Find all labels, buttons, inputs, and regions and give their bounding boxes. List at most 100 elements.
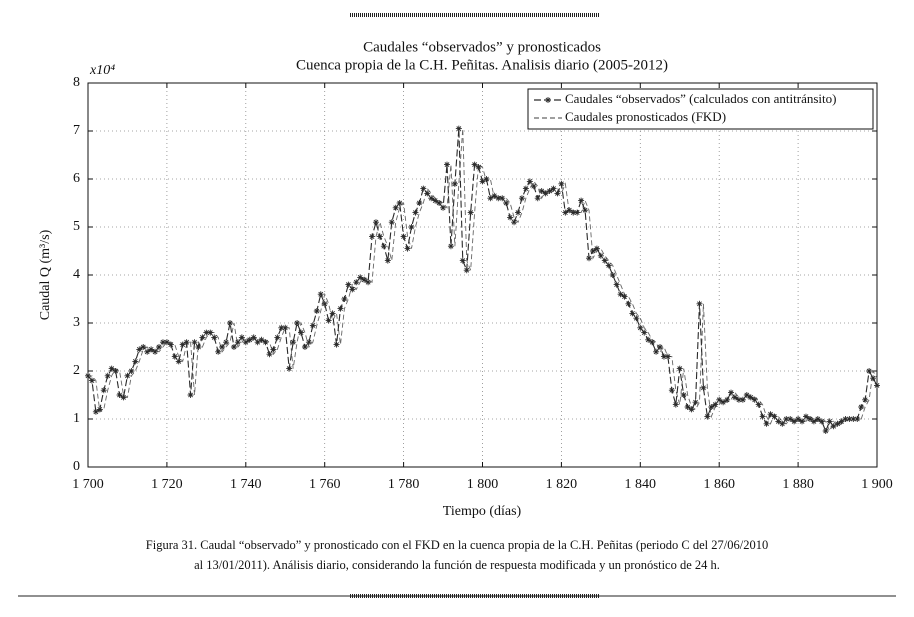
data-point — [238, 334, 245, 341]
data-point — [696, 300, 703, 307]
data-point — [491, 192, 498, 199]
data-point — [724, 396, 731, 403]
data-point — [700, 384, 707, 391]
y-tick-label: 2 — [73, 363, 80, 378]
data-point — [676, 365, 683, 372]
y-tick-label: 4 — [73, 267, 80, 282]
data-point — [511, 219, 518, 226]
data-point — [396, 200, 403, 206]
data-point — [625, 300, 632, 307]
data-point — [92, 408, 99, 415]
data-point — [479, 178, 486, 185]
data-point — [443, 161, 450, 168]
data-point — [412, 209, 419, 216]
data-point — [637, 324, 644, 331]
data-point — [771, 413, 778, 420]
data-point — [266, 351, 273, 358]
data-point — [432, 197, 439, 204]
data-point — [874, 382, 880, 389]
data-point — [321, 300, 328, 307]
data-point — [629, 310, 636, 317]
data-point — [108, 365, 115, 372]
data-point — [309, 322, 316, 329]
data-point — [538, 188, 545, 194]
data-point — [810, 418, 817, 425]
y-tick-label: 7 — [73, 123, 80, 138]
data-point — [353, 279, 360, 286]
data-point — [361, 276, 368, 283]
data-point — [400, 233, 407, 240]
data-point — [301, 344, 308, 350]
data-point — [495, 195, 502, 202]
data-point — [522, 185, 529, 192]
data-point — [88, 377, 95, 384]
data-point — [428, 195, 435, 202]
data-point — [365, 279, 372, 286]
data-point — [230, 344, 237, 350]
data-point — [605, 262, 612, 269]
data-point — [171, 353, 178, 360]
y-multiplier: x10⁴ — [89, 63, 115, 78]
data-point — [503, 200, 510, 206]
data-point — [850, 416, 857, 422]
data-point — [672, 401, 679, 408]
data-point — [250, 334, 257, 341]
data-point — [783, 416, 790, 422]
data-point — [814, 416, 821, 422]
data-point — [597, 252, 604, 259]
x-tick-label: 1 840 — [625, 477, 657, 492]
data-point — [499, 195, 506, 202]
data-point — [156, 344, 163, 350]
data-point — [85, 372, 91, 379]
data-point — [601, 257, 608, 264]
x-axis-label: Tiempo (días) — [443, 504, 522, 519]
data-point — [818, 418, 825, 425]
data-point — [487, 195, 494, 202]
data-point — [369, 233, 376, 240]
data-point — [799, 418, 806, 425]
data-point — [376, 233, 383, 240]
data-point — [645, 336, 652, 343]
data-point — [313, 308, 320, 314]
data-point — [100, 387, 107, 394]
data-point — [286, 365, 293, 372]
data-point — [416, 200, 423, 206]
data-point — [617, 291, 624, 298]
x-tick-label: 1 880 — [782, 477, 814, 492]
data-point — [802, 413, 809, 420]
data-point — [179, 341, 186, 348]
data-point — [305, 339, 312, 346]
data-point — [822, 428, 829, 434]
top-rule — [350, 13, 600, 17]
data-point — [806, 416, 813, 422]
data-point — [767, 411, 774, 418]
data-point — [515, 209, 522, 216]
data-point — [751, 396, 758, 403]
data-point — [475, 164, 482, 170]
data-point — [211, 334, 218, 341]
data-point — [258, 336, 265, 343]
y-tick-label: 8 — [73, 75, 80, 90]
x-tick-label: 1 800 — [467, 477, 499, 492]
y-tick-label: 5 — [73, 219, 80, 234]
legend-box — [527, 88, 874, 130]
data-point — [743, 392, 750, 398]
data-point — [716, 396, 723, 403]
data-point — [254, 339, 261, 346]
data-point — [649, 339, 656, 346]
data-point — [518, 195, 525, 202]
data-point — [704, 413, 711, 420]
data-point — [712, 401, 719, 408]
data-point — [530, 183, 537, 190]
data-point — [128, 368, 135, 374]
data-point — [854, 416, 861, 422]
data-point — [755, 401, 762, 408]
data-point — [842, 416, 849, 422]
data-point — [203, 329, 210, 336]
x-tick-label: 1 860 — [703, 477, 735, 492]
data-point — [148, 346, 155, 353]
x-tick-label: 1 900 — [861, 477, 893, 492]
data-point — [392, 204, 399, 211]
data-point — [104, 372, 111, 379]
data-point — [219, 344, 226, 350]
